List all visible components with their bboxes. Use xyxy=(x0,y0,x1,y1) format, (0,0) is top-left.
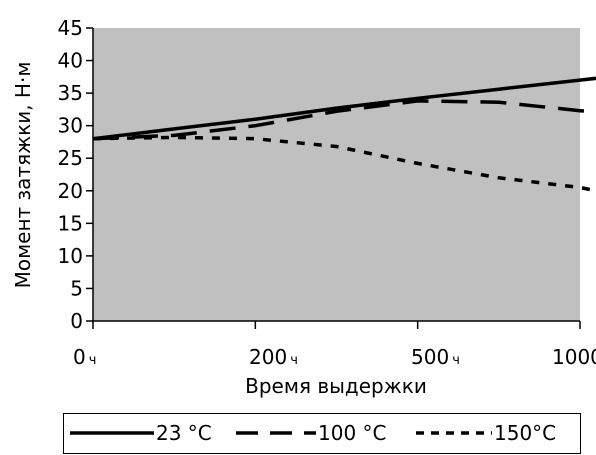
y-tick-label: 40 xyxy=(58,49,83,73)
y-tick-label: 15 xyxy=(58,211,83,235)
x-tick-label: 200 ч xyxy=(249,345,298,369)
legend-label-23c: 23 °C xyxy=(156,421,212,445)
legend-item-150c: 150°C xyxy=(414,414,556,452)
plot-area xyxy=(93,28,580,321)
legend-swatch-23c xyxy=(70,431,154,435)
y-tick-label: 30 xyxy=(58,114,83,138)
x-axis-title: Время выдержки xyxy=(245,374,427,398)
y-tick-label: 45 xyxy=(58,16,83,40)
series-line-1 xyxy=(92,76,596,141)
legend-item-100c: 100 °C xyxy=(234,414,387,452)
y-tick-label: 10 xyxy=(58,244,83,268)
x-tick-label: 1000ч xyxy=(552,345,596,369)
y-tick-label: 35 xyxy=(58,81,83,105)
x-tick-label: 500 ч xyxy=(411,345,460,369)
legend-label-100c: 100 °C xyxy=(318,421,387,445)
legend: 23 °C 100 °C 150°C xyxy=(63,413,581,454)
y-tick-label: 20 xyxy=(58,179,83,203)
legend-swatch-150c xyxy=(416,431,492,435)
y-axis-title: Момент затяжки, Н·м xyxy=(11,62,35,289)
legend-swatch-100c xyxy=(236,431,316,435)
y-tick-label: 5 xyxy=(70,276,83,300)
series-line-2 xyxy=(92,99,596,141)
y-tick-label: 25 xyxy=(58,146,83,170)
series-line-3 xyxy=(92,135,596,193)
legend-label-150c: 150°C xyxy=(494,421,557,445)
y-tick-label: 0 xyxy=(70,309,83,333)
legend-item-23c: 23 °C xyxy=(68,414,212,452)
